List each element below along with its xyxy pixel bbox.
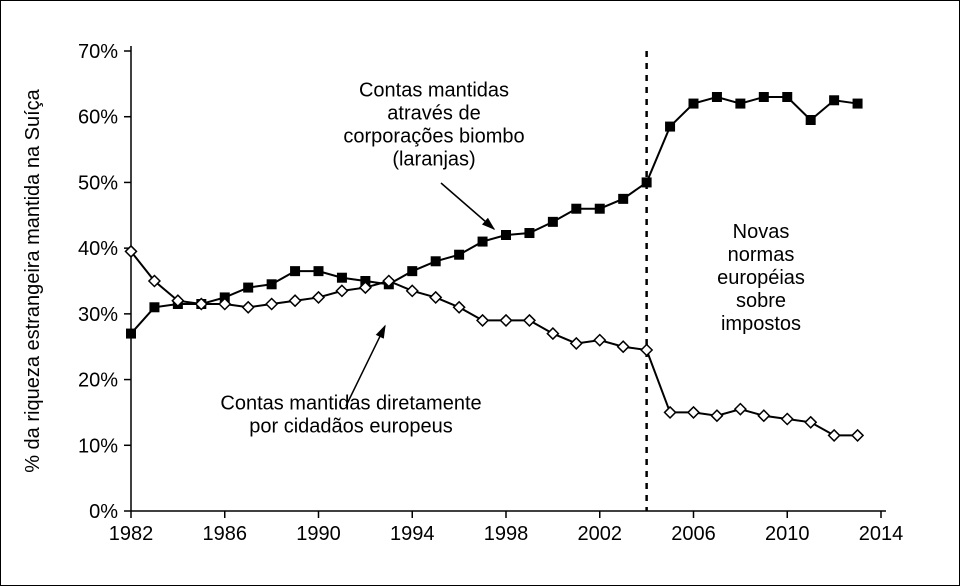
marker-square <box>783 93 792 102</box>
y-tick-label: 50% <box>78 172 118 194</box>
marker-diamond <box>407 285 418 296</box>
annotation-text: européias <box>717 267 805 289</box>
marker-square <box>642 178 651 187</box>
marker-square <box>853 99 862 108</box>
marker-square <box>759 93 768 102</box>
annotation-text: por cidadãos europeus <box>249 416 452 438</box>
marker-diamond <box>665 407 676 418</box>
x-tick-label: 2006 <box>671 523 716 545</box>
marker-diamond <box>266 299 277 310</box>
annotation-arrow <box>441 183 494 229</box>
x-tick-label: 2010 <box>765 523 810 545</box>
marker-square <box>408 267 417 276</box>
annotation-text: (laranjas) <box>392 149 475 171</box>
y-tick-label: 20% <box>78 370 118 392</box>
x-tick-label: 1986 <box>203 523 248 545</box>
marker-diamond <box>290 295 301 306</box>
y-tick-label: 10% <box>78 435 118 457</box>
marker-square <box>689 99 698 108</box>
y-tick-label: 0% <box>89 501 118 523</box>
marker-square <box>666 122 675 131</box>
annotation-text: impostos <box>721 313 801 335</box>
marker-square <box>595 204 604 213</box>
x-tick-label: 1990 <box>296 523 341 545</box>
annotation-text: através de <box>387 103 480 125</box>
marker-diamond <box>454 302 465 313</box>
chart-frame: 1982 1986 1990 1994 1998 2002 2006 2010 2014 0% 10… <box>0 0 960 586</box>
marker-diamond <box>829 430 840 441</box>
marker-diamond <box>571 338 582 349</box>
marker-square <box>291 267 300 276</box>
annotation-text: corporações biombo <box>343 126 524 148</box>
marker-diamond <box>547 328 558 339</box>
marker-square <box>572 204 581 213</box>
marker-diamond <box>758 410 769 421</box>
marker-diamond <box>336 285 347 296</box>
annotation-text: sobre <box>736 290 786 312</box>
x-tick-label: 1982 <box>109 523 154 545</box>
annotation-text: normas <box>728 244 795 266</box>
marker-diamond <box>641 345 652 356</box>
marker-diamond <box>688 407 699 418</box>
marker-diamond <box>501 315 512 326</box>
marker-diamond <box>711 410 722 421</box>
y-tick-label: 40% <box>78 238 118 260</box>
marker-square <box>525 229 534 238</box>
y-tick-label: 60% <box>78 107 118 129</box>
marker-square <box>337 273 346 282</box>
marker-diamond <box>430 292 441 303</box>
marker-diamond <box>805 417 816 428</box>
x-tick-label: 1994 <box>390 523 435 545</box>
marker-diamond <box>477 315 488 326</box>
x-tick-label: 1998 <box>484 523 529 545</box>
marker-square <box>806 116 815 125</box>
marker-square <box>150 303 159 312</box>
y-axis-label: % da riqueza estrangeira mantida na Suíç… <box>22 88 44 472</box>
marker-square <box>830 96 839 105</box>
marker-diamond <box>313 292 324 303</box>
marker-square <box>478 237 487 246</box>
x-tick-label: 2014 <box>859 523 904 545</box>
marker-square <box>455 250 464 259</box>
marker-square <box>267 280 276 289</box>
marker-square <box>314 267 323 276</box>
marker-diamond <box>735 404 746 415</box>
marker-square <box>619 194 628 203</box>
marker-square <box>244 283 253 292</box>
marker-square <box>712 93 721 102</box>
x-tick-label: 2002 <box>578 523 623 545</box>
marker-diamond <box>852 430 863 441</box>
marker-diamond <box>782 414 793 425</box>
marker-diamond <box>524 315 535 326</box>
y-tick-label: 30% <box>78 304 118 326</box>
marker-diamond <box>243 302 254 313</box>
marker-square <box>127 329 136 338</box>
marker-square <box>548 217 557 226</box>
marker-diamond <box>618 341 629 352</box>
y-tick-label: 70% <box>78 41 118 63</box>
chart-svg: 1982 1986 1990 1994 1998 2002 2006 2010 2014 0% 10… <box>1 1 960 587</box>
marker-square <box>502 231 511 240</box>
annotations: Contas mantidasatravés decorporações bio… <box>220 80 805 438</box>
marker-square <box>736 99 745 108</box>
annotation-text: Contas mantidas <box>359 80 509 102</box>
annotation-text: Novas <box>733 221 790 243</box>
marker-diamond <box>594 335 605 346</box>
marker-square <box>431 257 440 266</box>
